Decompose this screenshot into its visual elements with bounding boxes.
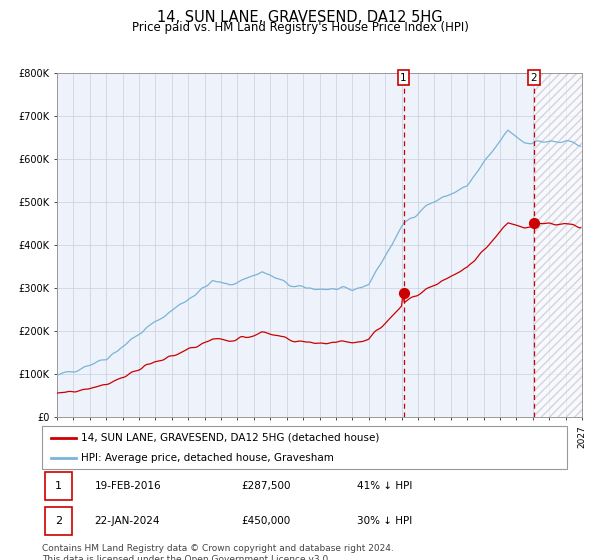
Text: HPI: Average price, detached house, Gravesham: HPI: Average price, detached house, Grav… bbox=[82, 453, 334, 463]
Text: 2: 2 bbox=[55, 516, 62, 526]
Text: 30% ↓ HPI: 30% ↓ HPI bbox=[357, 516, 412, 526]
FancyBboxPatch shape bbox=[44, 507, 72, 535]
Text: £450,000: £450,000 bbox=[241, 516, 291, 526]
Text: £287,500: £287,500 bbox=[241, 481, 291, 491]
Text: 1: 1 bbox=[55, 481, 62, 491]
Text: 19-FEB-2016: 19-FEB-2016 bbox=[95, 481, 161, 491]
Text: 22-JAN-2024: 22-JAN-2024 bbox=[95, 516, 160, 526]
Text: Contains HM Land Registry data © Crown copyright and database right 2024.
This d: Contains HM Land Registry data © Crown c… bbox=[42, 544, 394, 560]
Point bbox=[399, 289, 409, 298]
FancyBboxPatch shape bbox=[44, 472, 72, 500]
Text: 14, SUN LANE, GRAVESEND, DA12 5HG: 14, SUN LANE, GRAVESEND, DA12 5HG bbox=[157, 10, 443, 25]
Text: Price paid vs. HM Land Registry's House Price Index (HPI): Price paid vs. HM Land Registry's House … bbox=[131, 21, 469, 34]
Text: 2: 2 bbox=[530, 73, 537, 83]
Bar bbox=[533, 73, 582, 417]
Text: 1: 1 bbox=[400, 73, 407, 83]
Text: 14, SUN LANE, GRAVESEND, DA12 5HG (detached house): 14, SUN LANE, GRAVESEND, DA12 5HG (detac… bbox=[82, 433, 380, 442]
FancyBboxPatch shape bbox=[42, 426, 567, 469]
Point bbox=[529, 219, 538, 228]
Text: 41% ↓ HPI: 41% ↓ HPI bbox=[357, 481, 412, 491]
